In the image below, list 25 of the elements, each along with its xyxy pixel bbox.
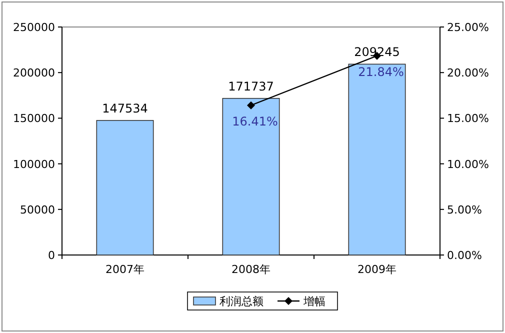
y2-tick-label: 15.00% <box>447 112 489 126</box>
y2-tick-label: 0.00% <box>447 249 482 262</box>
data-label: 147534 <box>102 101 148 116</box>
x-tick-label: 2008年 <box>232 263 270 276</box>
data-label: 171737 <box>228 79 274 94</box>
x-tick-label: 2007年 <box>106 263 144 276</box>
bar <box>348 64 406 256</box>
y-tick-label: 50000 <box>20 203 55 216</box>
legend-label: 利润总额 <box>220 295 264 308</box>
bar <box>96 120 154 256</box>
y2-tick-label: 10.00% <box>447 158 489 171</box>
data-label: 209245 <box>354 45 400 60</box>
y-tick-label: 150000 <box>13 112 55 126</box>
bar <box>222 98 280 256</box>
data-label: 21.84% <box>358 64 404 79</box>
y-tick-label: 100000 <box>13 158 55 171</box>
y2-tick-label: 20.00% <box>447 66 489 80</box>
y-tick-label: 0 <box>48 249 55 262</box>
y2-tick-label: 5.00% <box>447 203 482 216</box>
y2-tick-label: 25.00% <box>447 21 489 34</box>
x-tick-label: 2009年 <box>358 263 396 276</box>
y-tick-label: 250000 <box>13 21 55 34</box>
legend-label: 增幅 <box>302 295 326 308</box>
y-tick-label: 200000 <box>13 66 55 80</box>
data-label: 16.41% <box>232 114 278 128</box>
